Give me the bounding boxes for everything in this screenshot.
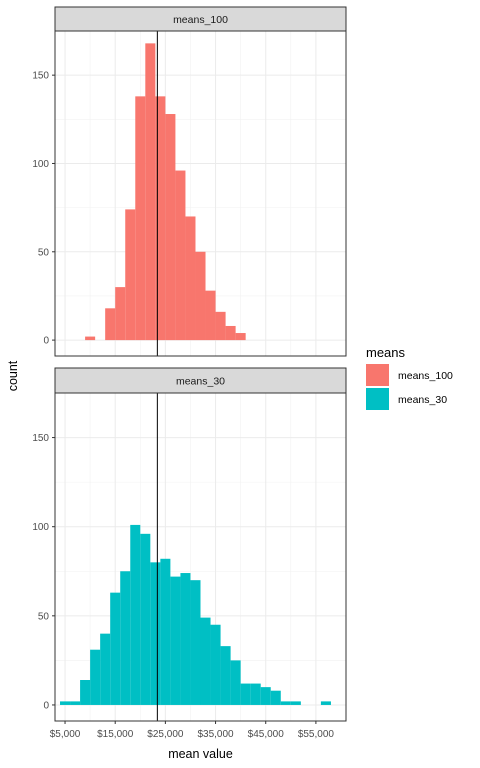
legend-title: means: [366, 345, 406, 360]
facet-strip-means_100: [54, 6, 347, 32]
legend-swatch-means_30: [366, 388, 389, 410]
histogram-bar-means_100: [205, 290, 216, 341]
histogram-bar-means_100: [155, 96, 166, 341]
y-tick-label: 100: [32, 522, 49, 533]
facet-strip-label: means_100: [173, 14, 228, 26]
x-tick-label: $25,000: [147, 729, 184, 740]
y-tick-label: 0: [43, 700, 49, 711]
histogram-bar-means_30: [130, 524, 141, 705]
histogram-bar-means_100: [105, 308, 116, 341]
histogram-bar-means_100: [215, 311, 226, 341]
histogram-bar-means_30: [280, 701, 291, 705]
histogram-bar-means_30: [240, 683, 251, 705]
histogram-bar-means_30: [250, 683, 261, 705]
histogram-bar-means_100: [235, 333, 246, 341]
y-tick-label: 100: [32, 159, 49, 170]
histogram-bar-means_30: [100, 633, 111, 705]
histogram-bar-means_30: [320, 701, 331, 705]
x-tick-label: $45,000: [248, 729, 285, 740]
histogram-bar-means_100: [125, 209, 136, 341]
histogram-bar-means_30: [160, 558, 171, 705]
histogram-bar-means_100: [115, 287, 126, 341]
x-tick-label: $55,000: [298, 729, 335, 740]
legend-swatch-means_100: [366, 364, 389, 386]
histogram-bar-means_100: [165, 114, 176, 341]
histogram-bar-means_100: [85, 336, 96, 341]
facet-strip-means_30: [54, 367, 347, 394]
histogram-bar-means_100: [135, 96, 146, 341]
histogram-bar-means_30: [290, 701, 301, 705]
histogram-bar-means_100: [185, 216, 196, 341]
histogram-bar-means_30: [90, 649, 101, 705]
histogram-bar-means_30: [110, 592, 121, 705]
x-tick-label: $5,000: [50, 729, 81, 740]
histogram-bar-means_100: [225, 325, 236, 341]
histogram-bar-means_30: [80, 680, 91, 705]
y-tick-label: 0: [43, 336, 49, 347]
histogram-bar-means_30: [200, 617, 211, 705]
histogram-bar-means_30: [220, 646, 231, 705]
histogram-bar-means_30: [230, 660, 241, 705]
legend-label: means_30: [398, 394, 447, 406]
histogram-bar-means_30: [70, 701, 81, 705]
y-tick-label: 50: [38, 611, 50, 622]
x-axis-title: mean value: [168, 747, 233, 761]
y-tick-label: 150: [32, 433, 49, 444]
x-tick-label: $15,000: [97, 729, 134, 740]
histogram-bar-means_30: [270, 690, 281, 705]
histogram-bar-means_30: [260, 687, 271, 705]
x-tick-label: $35,000: [197, 729, 234, 740]
legend-label: means_100: [398, 370, 453, 382]
histogram-bar-means_30: [60, 701, 71, 705]
histogram-bar-means_30: [170, 576, 181, 705]
histogram-bar-means_100: [145, 43, 156, 341]
histogram-bar-means_30: [120, 571, 131, 705]
histogram-bar-means_30: [210, 624, 221, 705]
histogram-bar-means_30: [150, 562, 161, 705]
histogram-bar-means_30: [180, 573, 191, 705]
y-tick-label: 50: [38, 247, 50, 258]
histogram-bar-means_30: [190, 580, 201, 705]
histogram-bar-means_100: [195, 251, 206, 341]
y-axis-title: count: [6, 360, 20, 391]
histogram-bar-means_100: [175, 170, 186, 341]
y-tick-label: 150: [32, 71, 49, 82]
facet-strip-label: means_30: [176, 376, 225, 388]
histogram-bar-means_30: [140, 533, 151, 705]
